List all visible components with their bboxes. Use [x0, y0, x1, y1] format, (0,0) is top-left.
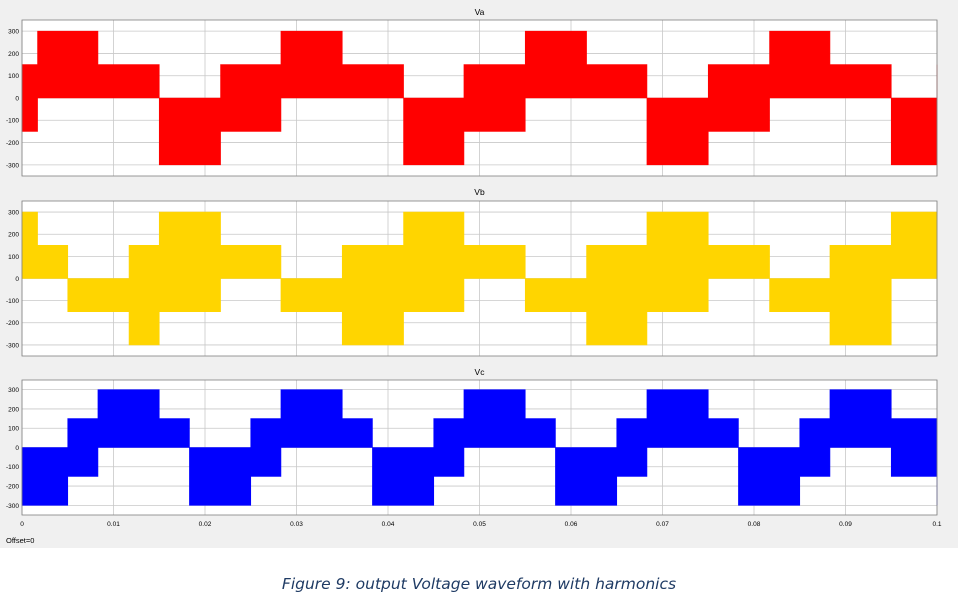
plot-title-va: Va — [475, 7, 485, 17]
xtick-label-vc-4: 0.04 — [382, 521, 395, 528]
plot-vc: Vc -300 -200 -100 0 100 200 300 0 0.01 0.02 0.03 0.0… — [6, 367, 942, 528]
ytick-label-vb-1: -200 — [6, 320, 19, 327]
offset-label: Offset=0 — [6, 536, 34, 545]
ytick-label-va-1: -200 — [6, 140, 19, 147]
ytick-label-vb-3: 0 — [15, 276, 19, 283]
xtick-label-vc-7: 0.07 — [656, 521, 669, 528]
ytick-label-vb-4: 100 — [8, 254, 19, 261]
plot-frame-vc — [21, 379, 938, 516]
plot-frame-vb — [21, 200, 938, 357]
ytick-label-vb-0: -300 — [6, 342, 19, 349]
plot-title-vb: Vb — [474, 187, 485, 197]
plot-frame-va — [21, 19, 938, 177]
ytick-label-vc-1: -200 — [6, 483, 19, 490]
ytick-label-vc-3: 0 — [15, 445, 19, 452]
xtick-label-vc-5: 0.05 — [473, 521, 486, 528]
plot-title-vc: Vc — [475, 367, 486, 377]
ytick-label-va-6: 300 — [8, 29, 19, 36]
xtick-label-vc-2: 0.02 — [199, 521, 212, 528]
xtick-label-vc-0: 0 — [20, 521, 24, 528]
xtick-label-vc-10: 0.1 — [932, 521, 941, 528]
xtick-label-vc-9: 0.09 — [839, 521, 852, 528]
ytick-label-vb-6: 300 — [8, 209, 19, 216]
ytick-label-vb-2: -100 — [6, 298, 19, 305]
ytick-label-vc-2: -100 — [6, 464, 19, 471]
ytick-label-va-0: -300 — [6, 162, 19, 169]
xtick-label-vc-8: 0.08 — [748, 521, 761, 528]
ytick-label-va-4: 100 — [8, 73, 19, 80]
plot-va: Va -300 -200 -100 0 100 200 300 — [6, 7, 938, 177]
ytick-label-va-5: 200 — [8, 51, 19, 58]
ytick-label-va-3: 0 — [15, 95, 19, 102]
scope-display: Va -300 -200 -100 0 100 200 300 Vb -300 -200 -100 0 1… — [0, 0, 958, 548]
ytick-label-vc-6: 300 — [8, 387, 19, 394]
ytick-label-vc-0: -300 — [6, 503, 19, 510]
xtick-label-vc-1: 0.01 — [107, 521, 120, 528]
ytick-label-vb-5: 200 — [8, 232, 19, 239]
xtick-label-vc-6: 0.06 — [565, 521, 578, 528]
ytick-label-va-2: -100 — [6, 118, 19, 125]
xtick-label-vc-3: 0.03 — [290, 521, 303, 528]
figure-caption: Figure 9: output Voltage waveform with h… — [281, 575, 677, 593]
ytick-label-vc-4: 100 — [8, 426, 19, 433]
plot-vb: Vb -300 -200 -100 0 100 200 300 — [6, 187, 938, 357]
ytick-label-vc-5: 200 — [8, 406, 19, 413]
